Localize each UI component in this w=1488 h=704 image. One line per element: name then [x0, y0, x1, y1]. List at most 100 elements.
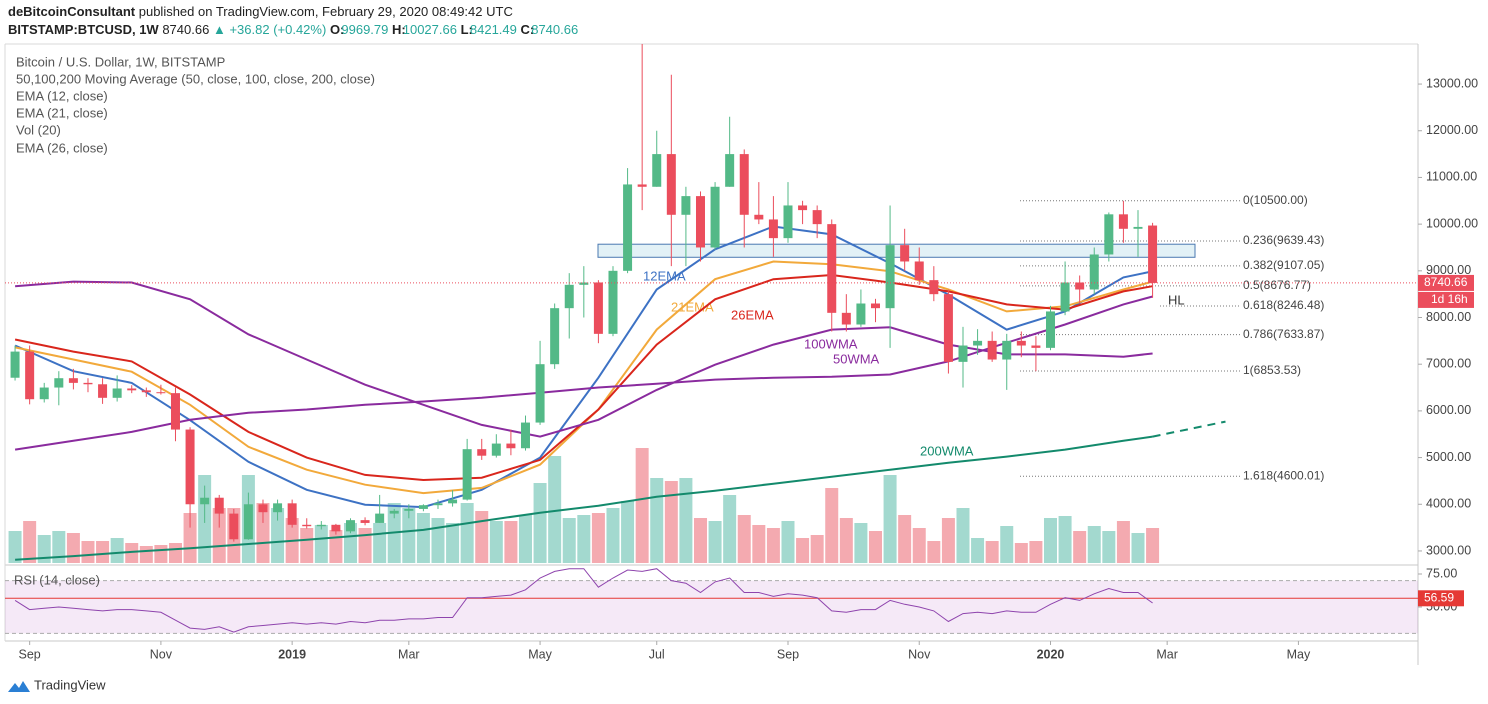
volume-bar: [416, 513, 430, 563]
candle-body: [1118, 214, 1128, 229]
countdown-label: 1d 16h: [1431, 292, 1468, 306]
candle-body: [1045, 311, 1055, 348]
open-value: 9969.79: [341, 22, 388, 37]
candle-body: [229, 513, 239, 540]
candle-body: [258, 504, 268, 513]
legend-entry: Bitcoin / U.S. Dollar, 1W, BITSTAMP: [16, 54, 225, 69]
volume-bar: [533, 483, 547, 563]
candle-body: [375, 513, 385, 523]
volume-bar: [8, 531, 22, 563]
volume-bar: [883, 475, 897, 563]
publish-line: deBitcoinConsultant published on Trading…: [8, 4, 513, 19]
ma-label: 26EMA: [731, 307, 774, 322]
candle-body: [506, 443, 516, 449]
x-tick-label: May: [528, 647, 552, 661]
candle-body: [754, 214, 764, 220]
volume-bar: [1014, 543, 1028, 563]
candle-body: [433, 503, 443, 506]
volume-bar: [343, 523, 357, 563]
candle-body: [316, 524, 326, 527]
candle-body: [973, 340, 983, 346]
axes: 3000.00 4000.00 5000.00 6000.00 7000.00 8000.…: [19, 76, 1479, 661]
ma-label: 100WMA: [804, 336, 858, 351]
fib-label: 0.5(8676.77): [1243, 278, 1311, 292]
candle-body: [579, 282, 589, 285]
candle-body: [10, 351, 20, 378]
volume-bar: [23, 521, 37, 563]
volume-bar: [66, 533, 80, 563]
logo-text: TradingView: [34, 677, 106, 692]
ma-label: 21EMA: [671, 299, 714, 314]
candle-body: [564, 284, 574, 309]
candle-body: [943, 294, 953, 362]
candle-body: [302, 524, 312, 527]
x-tick-label: 2020: [1037, 647, 1065, 661]
volume-bar: [606, 508, 620, 563]
candle-body: [462, 449, 472, 500]
volume-bar: [956, 508, 970, 563]
x-tick-label: Mar: [1156, 647, 1178, 661]
y-tick-label: 8000.00: [1426, 310, 1471, 324]
volume-bar: [139, 546, 153, 563]
candle-body: [54, 378, 64, 388]
rsi-level-box: [1418, 590, 1464, 607]
ohlc-label: C:: [521, 22, 535, 37]
volume-bar: [766, 528, 780, 563]
y-tick-label: 12000.00: [1426, 123, 1478, 137]
candle-body: [127, 388, 137, 391]
rsi-line: [14, 568, 1153, 633]
volume-bar: [81, 541, 95, 563]
candle-body: [68, 378, 78, 383]
y-tick-label: 5000.00: [1426, 450, 1471, 464]
ohlc-label: O:: [330, 22, 344, 37]
price-pane: 0(10500.00) 0.236(9639.43) 0.382(9107.05) 0…: [5, 44, 1418, 563]
candle-body: [360, 520, 370, 523]
volume-bar: [810, 535, 824, 563]
volume-bar: [839, 518, 853, 563]
candle-body: [477, 449, 487, 456]
volume-bar: [52, 531, 66, 563]
countdown-box: [1418, 291, 1474, 308]
fib-label: 0.786(7633.87): [1243, 327, 1324, 341]
candle-body: [856, 303, 866, 325]
volume-bar: [446, 523, 460, 563]
ma-label: 200WMA: [920, 443, 974, 458]
volume-bar: [125, 543, 139, 563]
x-tick-label: Nov: [908, 647, 931, 661]
volume-bar: [912, 528, 926, 563]
volume-bar: [693, 518, 707, 563]
volume-bar: [781, 521, 795, 563]
rsi-band: [5, 580, 1418, 634]
candle-body: [98, 384, 108, 398]
candle-body: [593, 282, 603, 334]
candle-body: [681, 196, 691, 215]
legend-entry: Vol (20): [16, 122, 61, 137]
y-tick-label: 6000.00: [1426, 403, 1471, 417]
volume-bar: [1043, 518, 1057, 563]
rsi-pane: RSI (14, close): [5, 568, 1418, 634]
candle-body: [156, 392, 166, 394]
volume-bar: [475, 511, 489, 563]
fib-label: 0.618(8246.48): [1243, 298, 1324, 312]
candle-body: [345, 520, 355, 532]
rsi-level-label: 56.59: [1424, 590, 1454, 604]
volume-bar: [577, 515, 591, 563]
candle-body: [448, 499, 458, 504]
logo-icon: [8, 681, 30, 692]
candle-body: [1133, 226, 1143, 229]
candle-body: [39, 387, 49, 400]
symbol-line: BITSTAMP:BTCUSD, 1W 8740.66 ▲ +36.82 (+0…: [8, 22, 578, 37]
legend-entry: 50,100,200 Moving Average (50, close, 10…: [16, 71, 375, 86]
candle-body: [520, 422, 530, 449]
ma-label: 12EMA: [643, 268, 686, 283]
candle-body: [185, 429, 195, 505]
candle-body: [404, 508, 414, 511]
legend-entry: EMA (12, close): [16, 88, 108, 103]
candle-body: [768, 219, 778, 239]
candle-body: [1075, 282, 1085, 290]
candle-body: [958, 345, 968, 362]
volume-bar: [314, 525, 328, 563]
candle-body: [141, 390, 151, 393]
legend-entry: EMA (26, close): [16, 140, 108, 155]
